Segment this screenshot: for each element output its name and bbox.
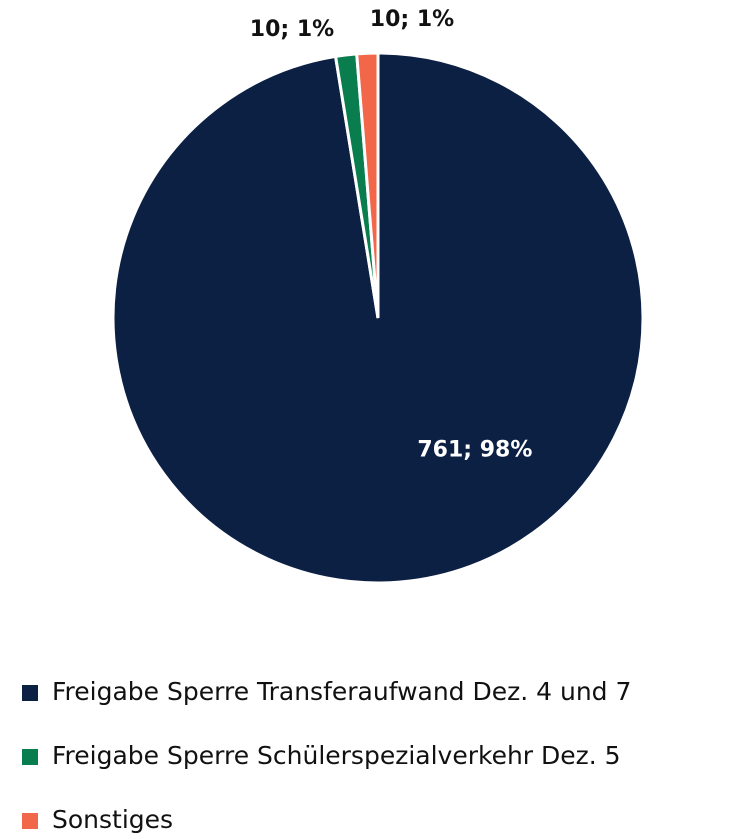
value-label: 761; 98% (417, 438, 532, 463)
legend-swatch (22, 685, 38, 701)
legend-label: Freigabe Sperre Transferaufwand Dez. 4 u… (52, 677, 631, 706)
pie-slice (355, 51, 380, 319)
value-label: 10; 1% (370, 7, 454, 32)
value-label: 10; 1% (250, 17, 334, 42)
legend-swatch (22, 813, 38, 829)
legend-label: Freigabe Sperre Schülerspezialverkehr De… (52, 741, 621, 770)
legend-label: Sonstiges (52, 805, 173, 834)
legend-swatch (22, 749, 38, 765)
